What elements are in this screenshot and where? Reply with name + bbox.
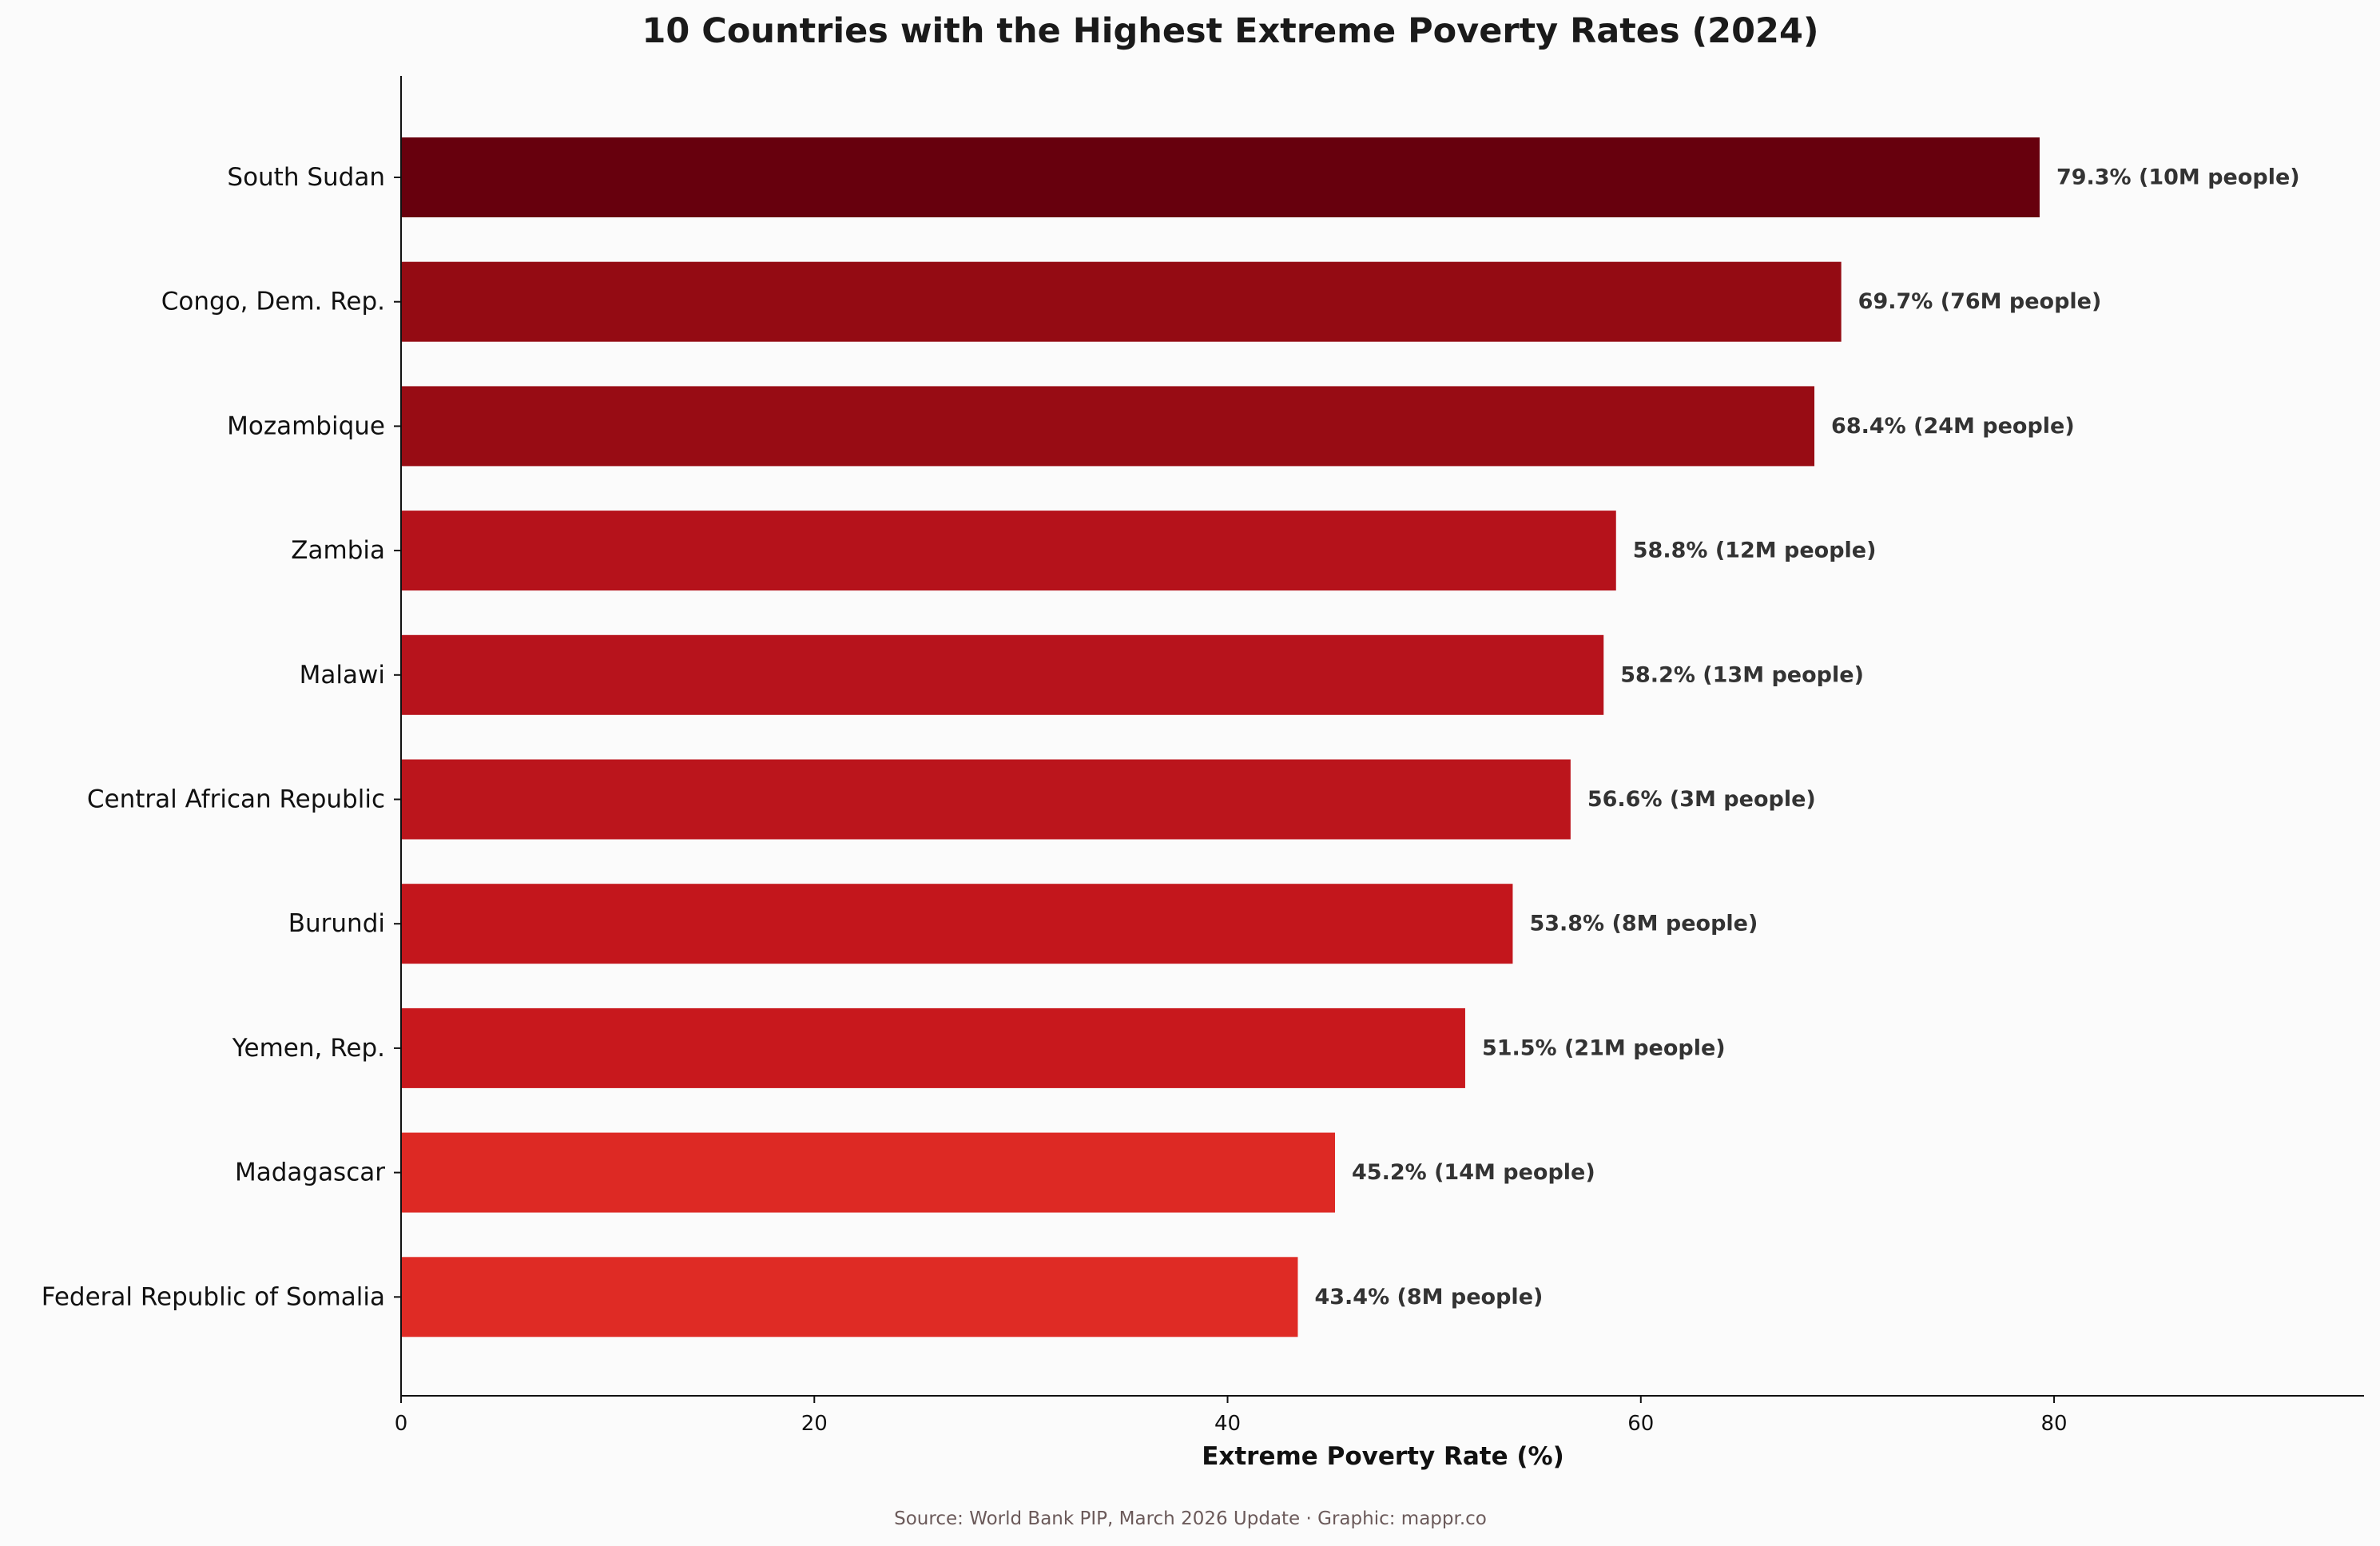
bar-value-label-9: 43.4% (8M people) [1314, 1285, 1543, 1310]
bar-value-label-7: 51.5% (21M people) [1482, 1035, 1726, 1060]
bar-value-label-5: 56.6% (3M people) [1587, 787, 1816, 812]
bar-6 [401, 884, 1513, 964]
bar-3 [401, 511, 1616, 591]
bar-9 [401, 1257, 1298, 1337]
category-label-4: Malawi [300, 661, 385, 690]
bar-7 [401, 1007, 1465, 1088]
chart-title: 10 Countries with the Highest Extreme Po… [642, 11, 1818, 51]
category-label-1: Congo, Dem. Rep. [161, 288, 385, 316]
x-tick-label-3: 60 [1627, 1412, 1654, 1436]
bar-value-labels: 79.3% (10M people) 69.7% (76M people) 68.4… [1314, 165, 2299, 1310]
bar-value-label-8: 45.2% (14M people) [1352, 1160, 1595, 1185]
category-label-8: Madagascar [235, 1159, 385, 1187]
category-label-0: South Sudan [227, 163, 385, 192]
bar-5 [401, 759, 1571, 840]
x-tick-label-0: 0 [395, 1412, 408, 1436]
x-axis-title: Extreme Poverty Rate (%) [1202, 1442, 1564, 1471]
bar-value-label-2: 68.4% (24M people) [1831, 414, 2075, 439]
category-label-7: Yemen, Rep. [232, 1034, 385, 1063]
category-label-3: Zambia [291, 536, 385, 565]
x-tick-label-1: 20 [801, 1412, 828, 1436]
bar-1 [401, 261, 1842, 342]
bar-value-label-4: 58.2% (13M people) [1620, 662, 1864, 687]
category-label-6: Burundi [288, 909, 385, 938]
source-note: Source: World Bank PIP, March 2026 Updat… [894, 1508, 1487, 1529]
x-axis: 0 20 40 60 80 [395, 1395, 2364, 1436]
bar-value-label-0: 79.3% (10M people) [2056, 165, 2300, 190]
bar-4 [401, 634, 1604, 715]
x-tick-label-4: 80 [2041, 1412, 2068, 1436]
category-labels: South Sudan Congo, Dem. Rep. Mozambique Zam… [42, 163, 401, 1311]
bar-0 [401, 137, 2040, 217]
x-tick-label-2: 40 [1214, 1412, 1241, 1436]
bar-value-label-1: 69.7% (76M people) [1858, 289, 2102, 314]
bar-value-label-6: 53.8% (8M people) [1529, 912, 1758, 936]
category-label-9: Federal Republic of Somalia [42, 1282, 385, 1311]
category-label-2: Mozambique [227, 411, 385, 440]
bar-value-label-3: 58.8% (12M people) [1633, 539, 1877, 563]
category-label-5: Central African Republic [87, 785, 385, 814]
bars-group [401, 137, 2040, 1337]
bar-8 [401, 1132, 1336, 1213]
bar-2 [401, 386, 1815, 467]
